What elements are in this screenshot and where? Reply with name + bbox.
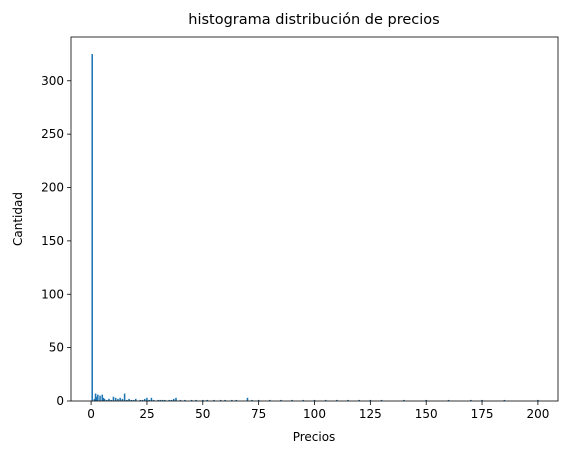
x-tick-label-3: 75 [251, 407, 266, 421]
bar-29 [152, 399, 155, 401]
bar-52 [269, 399, 271, 401]
bar-30 [157, 399, 159, 401]
bar-18 [126, 399, 128, 401]
bar-50 [251, 399, 253, 401]
x-tick-label-8: 200 [526, 407, 549, 421]
y-tick-label-6: 300 [41, 74, 64, 88]
bar-43 [206, 399, 209, 401]
bar-56 [313, 399, 316, 401]
bar-68 [503, 399, 506, 401]
x-axis-label: Precios [293, 430, 336, 444]
bar-60 [358, 399, 360, 401]
bar-41 [195, 399, 197, 401]
bar-32 [161, 399, 164, 401]
x-tick-label-1: 25 [139, 407, 154, 421]
bar-13 [114, 397, 117, 401]
x-axis-ticks: 0 25 50 75 100 125 150 175 200 [87, 401, 549, 421]
bar-42 [202, 399, 204, 401]
bar-20 [130, 399, 133, 401]
bar-0 [91, 54, 93, 401]
bar-55 [302, 399, 305, 401]
bar-36 [172, 398, 175, 401]
bar-46 [224, 399, 226, 401]
bar-33 [164, 399, 166, 401]
bar-65 [447, 399, 450, 401]
bar-28 [150, 397, 153, 401]
bar-26 [146, 397, 148, 401]
bar-15 [119, 397, 121, 401]
y-tick-label-5: 250 [41, 127, 64, 141]
y-tick-label-1: 50 [49, 341, 64, 355]
bar-54 [291, 399, 293, 401]
y-tick-label-3: 150 [41, 234, 64, 248]
bar-59 [347, 399, 349, 401]
bar-6 [101, 394, 104, 401]
bar-53 [280, 399, 282, 401]
x-tick-label-6: 150 [415, 407, 438, 421]
bar-1 [93, 398, 96, 401]
bar-34 [168, 399, 171, 401]
bar-24 [141, 399, 144, 401]
bar-2 [94, 393, 97, 401]
bar-61 [369, 399, 372, 401]
bar-16 [121, 398, 124, 401]
y-axis-ticks: 0 50 100 150 200 250 300 [41, 74, 71, 408]
chart-title: histograma distribución de precios [188, 12, 439, 28]
bar-19 [128, 398, 130, 401]
bar-9 [105, 399, 108, 401]
bar-62 [380, 399, 383, 401]
bars-group [91, 54, 539, 401]
bar-3 [95, 396, 98, 401]
bar-37 [175, 397, 177, 401]
bar-17 [123, 393, 126, 401]
bar-5 [99, 395, 101, 401]
bar-40 [190, 399, 193, 401]
bar-47 [231, 399, 233, 401]
bar-7 [102, 397, 105, 401]
bar-12 [112, 396, 115, 401]
plot-frame [70, 36, 559, 402]
x-tick-label-0: 0 [87, 407, 95, 421]
bar-64 [425, 399, 427, 401]
bar-66 [470, 399, 472, 401]
bar-48 [235, 399, 238, 401]
bar-38 [179, 399, 182, 401]
bar-44 [213, 399, 215, 401]
y-tick-label-0: 0 [56, 394, 64, 408]
bar-45 [219, 399, 222, 401]
bar-27 [148, 399, 150, 401]
bar-39 [184, 399, 186, 401]
bar-22 [135, 398, 137, 401]
bar-8 [103, 398, 106, 401]
x-tick-label-4: 100 [303, 407, 326, 421]
y-tick-label-4: 200 [41, 181, 64, 195]
bar-25 [143, 398, 146, 401]
bar-35 [170, 399, 173, 401]
x-tick-label-5: 125 [359, 407, 382, 421]
bar-31 [159, 399, 162, 401]
x-tick-label-2: 50 [195, 407, 210, 421]
bar-58 [336, 399, 338, 401]
bar-11 [110, 399, 112, 401]
bar-57 [324, 399, 327, 401]
bar-63 [403, 399, 405, 401]
bar-67 [481, 399, 483, 401]
bar-49 [246, 397, 249, 401]
y-tick-label-2: 100 [41, 287, 64, 301]
bar-23 [139, 399, 142, 401]
bar-10 [108, 398, 110, 401]
bar-69 [537, 399, 539, 401]
bar-51 [257, 399, 260, 401]
bar-21 [132, 399, 135, 401]
bar-4 [97, 394, 99, 401]
bar-14 [117, 398, 119, 401]
x-tick-label-7: 175 [471, 407, 494, 421]
y-axis-label: Cantidad [11, 192, 25, 246]
